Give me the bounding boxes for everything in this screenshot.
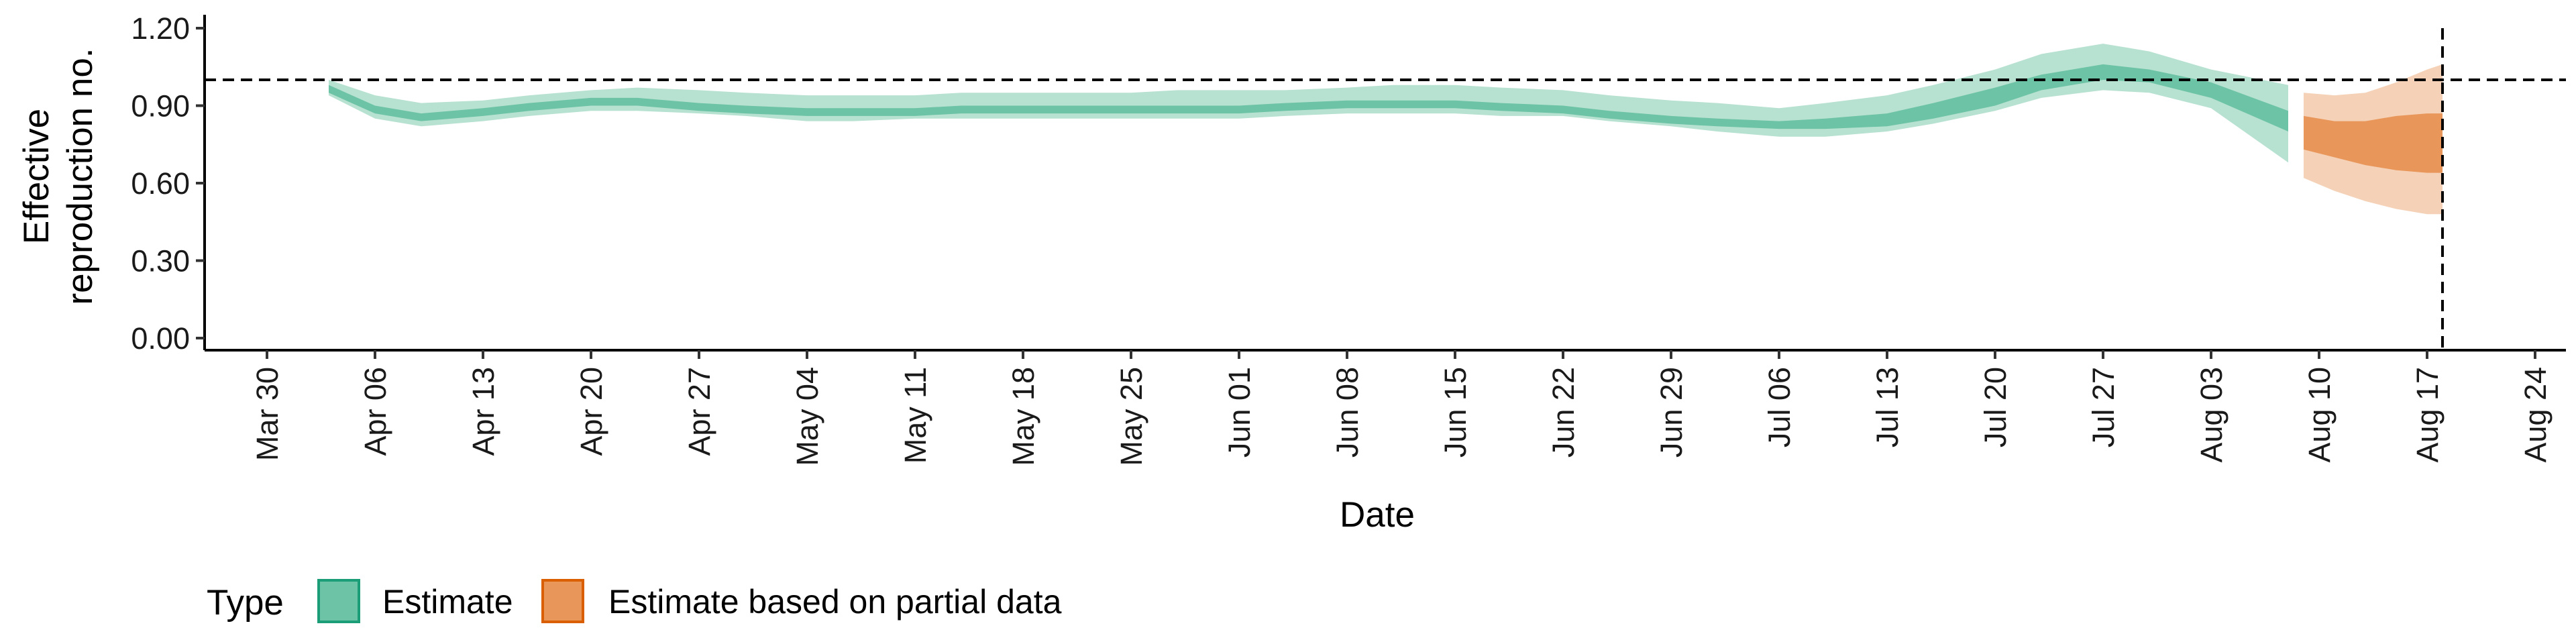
x-tick-label: Jul 13 [1870,367,1904,447]
x-tick-label: Apr 13 [466,367,500,456]
y-tick-label: 0.30 [131,244,190,278]
y-axis-title: Effective reproduction no. [17,48,100,305]
x-tick-label: Aug 03 [2194,367,2229,463]
y-tick-label: 0.60 [131,166,190,201]
y-axis: 0.00 0.30 0.60 0.90 1.20 [131,11,206,356]
x-tick-label: May 18 [1006,367,1040,466]
x-tick-label: Jun 08 [1330,367,1364,458]
x-tick-label: Apr 06 [358,367,392,456]
x-tick-label: Apr 20 [574,367,608,456]
x-axis-title: Date [1340,495,1415,535]
x-tick-label: Aug 10 [2302,367,2337,463]
y-tick-label: 0.00 [131,321,190,356]
x-tick-label: Apr 27 [682,367,716,456]
x-tick-label: Aug 17 [2410,367,2445,463]
legend-label-partial: Estimate based on partial data [608,583,1062,621]
x-tick-label: Jul 20 [1978,367,2012,447]
legend-title: Type [207,583,284,623]
plot-area: 0.00 0.30 0.60 0.90 1.20 Mar 30 Apr 06 Apr 13 Ap… [131,11,2566,466]
x-tick-label: Jul 27 [2086,367,2121,447]
series-estimate-inner-band [329,64,2288,131]
y-tick-label: 0.90 [131,89,190,123]
x-tick-label: May 25 [1114,367,1148,466]
series-estimate-based-on-partial-data-inner-band [2304,113,2443,173]
y-axis-title-line-2: reproduction no. [60,48,100,305]
x-tick-label: May 11 [898,367,932,464]
series-estimate [329,44,2288,163]
legend-key-partial [541,579,584,623]
x-tick-label: Jun 01 [1222,367,1256,458]
x-tick-label: Jun 15 [1438,367,1472,458]
x-axis: Mar 30 Apr 06 Apr 13 Apr 20 Apr 27 May 04 May … [205,349,2566,466]
series-estimate-based-on-partial-data [2304,64,2443,215]
legend: Type Estimate Estimate based on partial … [207,579,1062,623]
x-tick-label: Jun 29 [1654,367,1688,458]
x-tick-label: Aug 24 [2518,367,2553,463]
x-tick-label: May 04 [790,367,824,466]
x-tick-label: Jun 22 [1546,367,1580,458]
legend-label-estimate: Estimate [382,583,513,621]
x-tick-label: Mar 30 [250,367,284,461]
x-tick-label: Jul 06 [1762,367,1796,447]
y-axis-title-line-1: Effective [17,109,56,244]
y-tick-label: 1.20 [131,11,190,46]
legend-key-estimate [317,579,360,623]
